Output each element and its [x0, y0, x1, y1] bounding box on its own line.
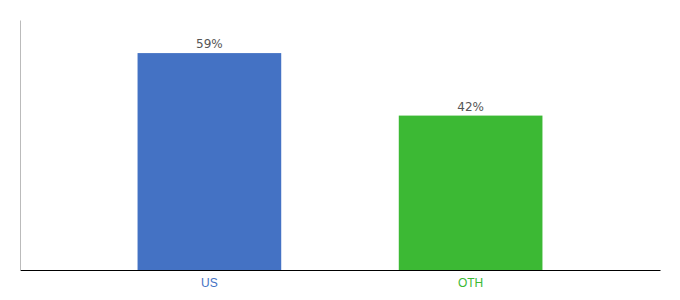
x-tick: US: [201, 276, 218, 290]
bars: [138, 53, 543, 270]
x-tick-label: US: [201, 276, 218, 290]
x-tick-label: OTH: [458, 276, 483, 290]
y-axis: [20, 21, 21, 271]
y-axis-line: [20, 21, 21, 271]
data-label: 59%: [196, 37, 223, 51]
data-label: 42%: [457, 100, 484, 114]
plot: 59% 42% US OTH: [21, 21, 661, 290]
x-tick: OTH: [458, 276, 483, 290]
x-axis-line: [21, 270, 661, 271]
bar: [138, 53, 282, 270]
chart: 59% 42% US OTH: [0, 0, 680, 300]
data-labels: 59% 42%: [196, 37, 484, 114]
x-axis: US OTH: [21, 271, 661, 290]
bar: [399, 116, 543, 270]
